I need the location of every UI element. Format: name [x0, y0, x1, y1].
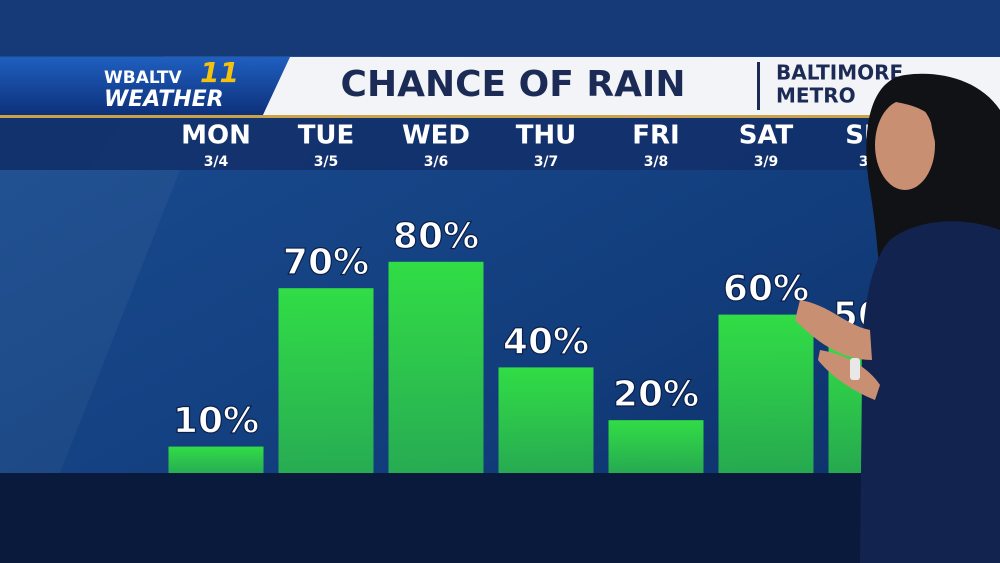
value-label: 60%	[723, 269, 809, 310]
day-label: THU	[516, 121, 577, 151]
value-label: 80%	[393, 216, 479, 257]
day-label: WED	[402, 121, 470, 151]
bar-shade	[388, 261, 484, 473]
bar	[608, 420, 704, 473]
bar-shade	[718, 314, 814, 473]
banner-rule	[0, 115, 1000, 118]
date-label: 3/6	[424, 154, 449, 170]
day-label: MON	[181, 121, 251, 151]
bar	[498, 367, 594, 473]
bg-facet	[0, 170, 180, 473]
top-band	[0, 0, 1000, 56]
bar	[278, 288, 374, 473]
logo-brand: WEATHER	[104, 87, 224, 112]
logo-box	[0, 57, 290, 117]
bar-shade	[168, 446, 264, 473]
presenter	[795, 73, 1000, 563]
date-label: 3/9	[754, 154, 779, 170]
logo-station: WBALTV	[104, 68, 182, 88]
location-line: METRO	[776, 84, 856, 108]
date-label: 3/8	[644, 154, 669, 170]
bar	[388, 261, 484, 473]
day-label: SAT	[739, 121, 794, 151]
value-label: 20%	[613, 374, 699, 415]
date-label: 3/5	[314, 154, 339, 170]
floor	[0, 473, 1000, 563]
bar-shade	[278, 288, 374, 473]
day-label: FRI	[632, 121, 679, 151]
chart-title: CHANCE OF RAIN	[341, 64, 686, 105]
bar	[718, 314, 814, 473]
day-row	[0, 118, 1000, 170]
bar	[168, 446, 264, 473]
day-label: TUE	[298, 121, 355, 151]
value-label: 70%	[283, 242, 369, 283]
date-label: 3/7	[534, 154, 559, 170]
value-label: 40%	[503, 321, 589, 362]
divider	[757, 62, 760, 110]
bar-shade	[608, 420, 704, 473]
bar-shade	[498, 367, 594, 473]
value-label: 10%	[173, 401, 259, 442]
date-label: 3/4	[204, 154, 229, 170]
location-line: BALTIMORE	[776, 61, 903, 85]
logo-channel: 11	[200, 56, 239, 89]
